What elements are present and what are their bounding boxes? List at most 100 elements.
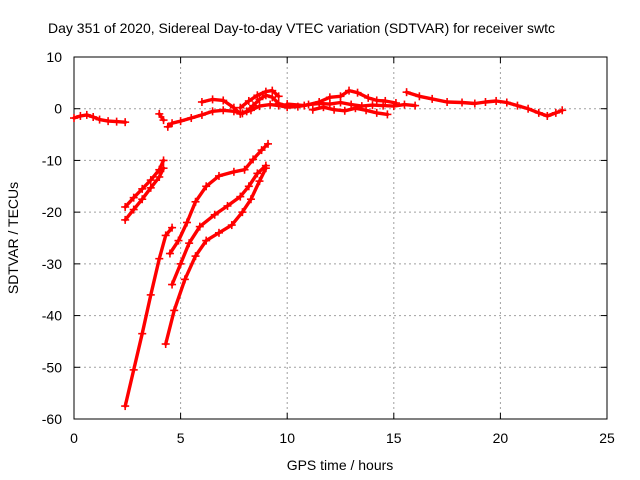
data-point <box>458 98 467 107</box>
data-point <box>300 101 309 110</box>
data-point <box>161 231 170 240</box>
data-point <box>402 88 411 97</box>
data-point <box>353 88 362 97</box>
data-point <box>336 92 345 101</box>
data-point <box>319 103 328 112</box>
data-point <box>325 93 334 102</box>
data-point <box>76 111 85 120</box>
data-point <box>146 176 155 185</box>
y-tick-label: -50 <box>42 359 62 375</box>
data-point <box>82 110 91 119</box>
data-series-arc-5 <box>236 86 283 112</box>
data-point <box>308 105 317 114</box>
data-point <box>121 402 130 411</box>
data-point <box>411 101 420 110</box>
data-point <box>383 110 392 119</box>
data-point <box>524 104 533 113</box>
y-tick-label: -40 <box>42 308 62 324</box>
x-tick-label: 25 <box>599 430 615 446</box>
data-series-arc-13 <box>168 161 270 289</box>
data-point <box>168 280 177 289</box>
data-point <box>202 182 211 191</box>
data-point <box>264 139 273 148</box>
data-point <box>176 117 185 126</box>
data-point <box>347 100 356 109</box>
data-point <box>255 95 264 104</box>
data-point <box>362 106 371 115</box>
data-point <box>121 202 130 211</box>
data-point <box>268 86 277 95</box>
data-point <box>168 223 177 232</box>
data-point <box>138 195 147 204</box>
x-tick-label: 20 <box>493 430 509 446</box>
data-point <box>372 96 381 105</box>
data-point <box>208 107 217 116</box>
data-point <box>197 97 206 106</box>
data-point <box>381 96 390 105</box>
series-trace <box>238 88 281 110</box>
data-point <box>443 97 452 106</box>
data-point <box>345 86 354 95</box>
data-point <box>266 100 275 109</box>
data-point <box>155 172 164 181</box>
data-point <box>214 228 223 237</box>
data-point <box>182 218 191 227</box>
data-point <box>428 94 437 103</box>
data-point <box>283 100 292 109</box>
data-point <box>253 91 262 100</box>
x-tick-label: 0 <box>70 430 78 446</box>
data-point <box>176 259 185 268</box>
data-point <box>138 184 147 193</box>
data-point <box>223 201 232 210</box>
data-point <box>368 101 377 110</box>
data-point <box>364 93 373 102</box>
data-point <box>227 221 236 230</box>
data-point <box>481 97 490 106</box>
data-point <box>138 329 147 338</box>
data-point <box>558 106 567 115</box>
series-trace <box>123 225 174 408</box>
data-point <box>112 117 121 126</box>
chart-title: Day 351 of 2020, Sidereal Day-to-day VTE… <box>48 20 555 36</box>
data-point <box>168 119 177 128</box>
data-point <box>391 99 400 108</box>
data-point <box>180 275 189 284</box>
data-series-arc-4 <box>197 91 292 118</box>
plot-frame <box>73 56 608 420</box>
data-point <box>246 195 255 204</box>
data-point <box>274 92 283 101</box>
data-point <box>174 236 183 245</box>
x-tick-label: 10 <box>279 430 295 446</box>
data-point <box>155 109 164 118</box>
x-axis-title: GPS time / hours <box>287 457 394 473</box>
data-point <box>165 249 174 258</box>
data-point <box>513 101 522 110</box>
y-tick-label: -60 <box>42 411 62 427</box>
data-point <box>191 197 200 206</box>
data-point <box>155 254 164 263</box>
data-point <box>121 118 130 127</box>
data-point <box>400 100 409 109</box>
data-point <box>214 171 223 180</box>
data-point <box>242 107 251 116</box>
data-point <box>89 112 98 121</box>
y-tick-label: -20 <box>42 204 62 220</box>
x-tick-label: 15 <box>386 430 402 446</box>
y-axis-title: SDTVAR / TECUs <box>5 182 21 294</box>
data-point <box>534 108 543 117</box>
data-series-arc-12 <box>165 139 273 258</box>
series-layer <box>70 86 567 411</box>
data-point <box>95 115 104 124</box>
data-point <box>261 164 270 173</box>
data-series-arc-10 <box>121 164 168 224</box>
data-point <box>159 164 168 173</box>
series-trace <box>170 163 268 287</box>
data-point <box>187 114 196 123</box>
data-point <box>129 365 138 374</box>
data-point <box>170 306 179 315</box>
data-point <box>268 93 277 102</box>
data-point <box>261 87 270 96</box>
data-series-arc-14 <box>161 164 270 349</box>
data-point <box>379 101 388 110</box>
